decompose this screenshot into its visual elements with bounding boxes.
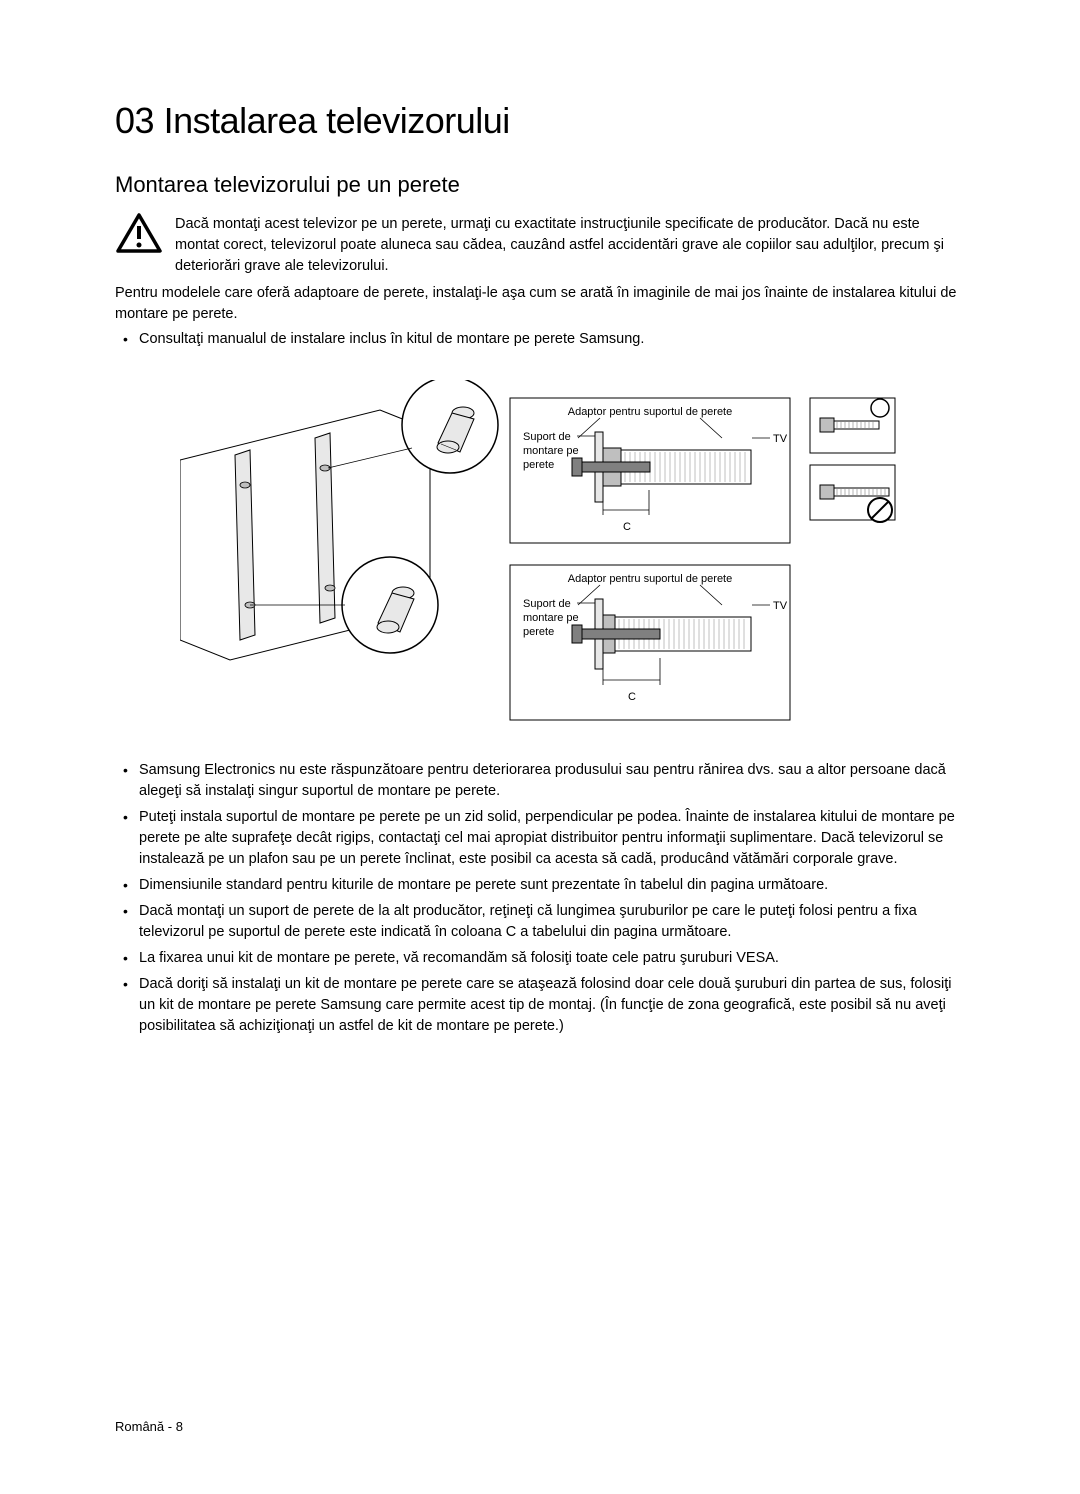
section-title: Montarea televizorului pe un perete: [115, 172, 965, 198]
svg-text:Suport de: Suport de: [523, 598, 571, 610]
warning-text: Dacă montaţi acest televizor pe un peret…: [175, 212, 965, 277]
warning-triangle-icon: [115, 212, 163, 254]
svg-text:perete: perete: [523, 459, 554, 471]
bullet-item: Samsung Electronics nu este răspunzătoar…: [139, 760, 965, 802]
diagram-label-bracket: Suport de: [523, 431, 571, 443]
svg-text:Adaptor pentru suportul de per: Adaptor pentru suportul de perete: [568, 573, 733, 585]
bullet-item: La fixarea unui kit de montare pe perete…: [139, 948, 965, 969]
installation-diagram: Adaptor pentru suportul de perete Suport…: [180, 380, 900, 730]
main-bullet-list: Samsung Electronics nu este răspunzătoar…: [115, 760, 965, 1037]
svg-text:montare pe: montare pe: [523, 445, 579, 457]
warning-block: Dacă montaţi acest televizor pe un peret…: [115, 212, 965, 277]
chapter-title: 03 Instalarea televizorului: [115, 100, 965, 142]
bullet-item: Dimensiunile standard pentru kiturile de…: [139, 875, 965, 896]
intro-paragraph: Pentru modelele care oferă adaptoare de …: [115, 283, 965, 325]
diagram-label-c: C: [623, 521, 631, 533]
svg-text:perete: perete: [523, 626, 554, 638]
bullet-item: Dacă montaţi un suport de perete de la a…: [139, 901, 965, 943]
bullet-item: Puteţi instala suportul de montare pe pe…: [139, 807, 965, 870]
bullet-item: Dacă doriţi să instalaţi un kit de monta…: [139, 974, 965, 1037]
diagram-label-adapter: Adaptor pentru suportul de perete: [568, 406, 733, 418]
svg-text:TV: TV: [773, 600, 788, 612]
svg-text:montare pe: montare pe: [523, 612, 579, 624]
prohibited-icon: [868, 498, 892, 522]
page-footer: Română - 8: [115, 1419, 183, 1434]
intro-bullet: Consultaţi manualul de instalare inclus …: [139, 329, 965, 350]
chapter-number: 03: [115, 100, 154, 141]
svg-text:C: C: [628, 691, 636, 703]
intro-bullet-list: Consultaţi manualul de instalare inclus …: [115, 329, 965, 350]
diagram-label-tv: TV: [773, 433, 788, 445]
chapter-title-text: Instalarea televizorului: [164, 100, 510, 141]
